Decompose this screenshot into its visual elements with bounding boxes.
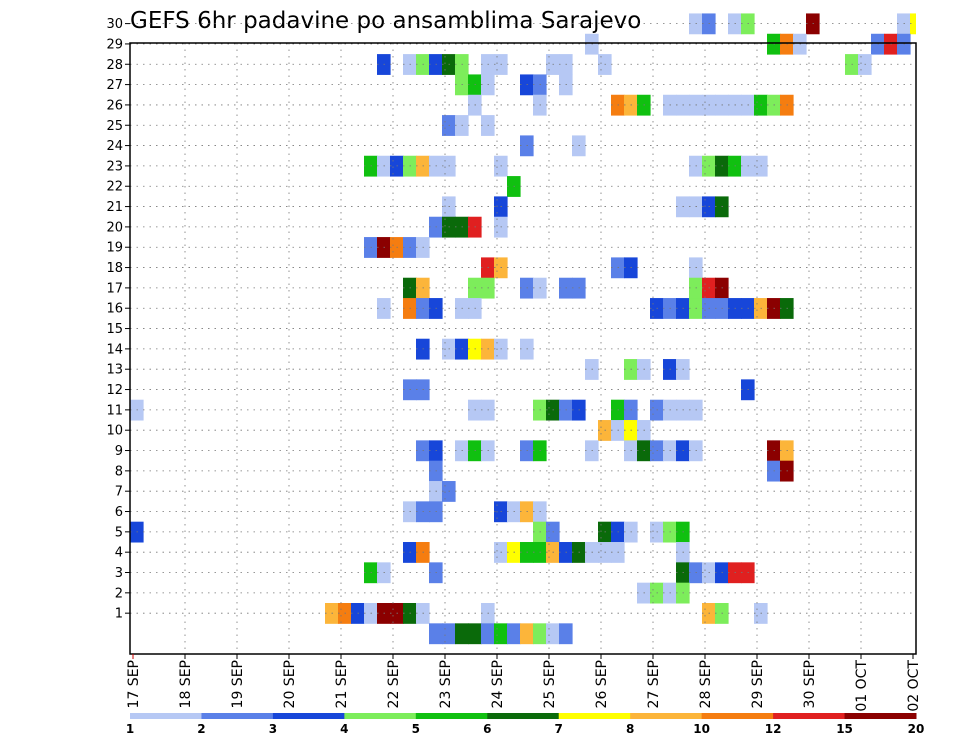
- y-tick-label: 17: [106, 281, 123, 296]
- colorbar-label: 6: [483, 722, 491, 736]
- colorbar: 1 2 3 4 5 6 7 8 10 12 15 20: [126, 713, 925, 736]
- x-tick-label: 30 SEP: [802, 660, 818, 708]
- x-tick-label: 26 SEP: [594, 660, 610, 708]
- y-tick-label: 27: [106, 78, 123, 93]
- colorbar-label: 3: [269, 722, 277, 736]
- y-tick-label: 16: [106, 302, 123, 317]
- colorbar-swatch: [630, 713, 703, 719]
- heatmap-cell: [455, 623, 469, 645]
- y-tick-label: 23: [106, 159, 123, 174]
- y-tick-label: 19: [106, 241, 123, 256]
- x-tick-label: 01 OCT: [854, 660, 870, 712]
- y-tick-label: 15: [106, 322, 123, 337]
- colorbar-label: 20: [908, 722, 925, 736]
- y-tick-label: 29: [106, 37, 123, 52]
- y-tick-label: 5: [115, 525, 123, 540]
- colorbar-swatch: [844, 713, 917, 719]
- colorbar-swatch: [487, 713, 560, 719]
- colorbar-label: 5: [412, 722, 420, 736]
- y-tick-label: 11: [106, 403, 123, 418]
- heatmap-cell: [533, 623, 547, 645]
- y-tick-label: 6: [115, 505, 123, 520]
- colorbar-swatch: [201, 713, 274, 719]
- colorbar-label: 10: [693, 722, 710, 736]
- x-tick-label: 27 SEP: [646, 660, 662, 708]
- colorbar-swatch: [773, 713, 846, 719]
- y-tick-label: 2: [115, 586, 123, 601]
- colorbar-label: 12: [765, 722, 782, 736]
- heatmap-cells: [130, 13, 916, 645]
- colorbar-swatch: [701, 713, 774, 719]
- y-tick-label: 14: [106, 342, 123, 357]
- y-tick-label: 7: [115, 485, 123, 500]
- colorbar-swatch: [130, 713, 202, 719]
- y-tick-label: 26: [106, 98, 123, 113]
- y-tick-label: 25: [106, 119, 123, 134]
- heatmap-cell: [559, 623, 573, 645]
- y-tick-label: 3: [115, 566, 123, 581]
- y-tick-label: 20: [106, 220, 123, 235]
- heatmap-cell: [442, 623, 456, 645]
- colorbar-label: 15: [836, 722, 853, 736]
- heatmap-cell: [507, 623, 521, 645]
- y-tick-label: 22: [106, 180, 123, 195]
- heatmap-cell: [494, 623, 508, 645]
- y-tick-label: 9: [115, 444, 123, 459]
- x-tick-label: 02 OCT: [906, 660, 922, 712]
- y-tick-label: 28: [106, 58, 123, 73]
- y-tick-label: 1: [115, 607, 123, 622]
- heatmap-cell: [481, 623, 495, 645]
- x-tick-label: 22 SEP: [386, 660, 402, 708]
- colorbar-label: 8: [626, 722, 634, 736]
- y-tick-label: 4: [115, 546, 123, 561]
- y-tick-label: 24: [106, 139, 123, 154]
- y-tick-label: 12: [106, 383, 123, 398]
- colorbar-swatch: [415, 713, 488, 719]
- x-tick-label: 21 SEP: [334, 660, 350, 708]
- heatmap-cell: [468, 623, 482, 645]
- y-tick-label: 21: [106, 200, 123, 215]
- colorbar-label: 1: [126, 722, 134, 736]
- colorbar-label: 7: [555, 722, 563, 736]
- heatmap-cell: [429, 623, 443, 645]
- x-tick-label: 18 SEP: [178, 660, 194, 708]
- x-tick-label: 25 SEP: [542, 660, 558, 708]
- y-tick-label: 8: [115, 464, 123, 479]
- x-tick-label: 29 SEP: [750, 660, 766, 708]
- colorbar-label: 2: [197, 722, 205, 736]
- x-tick-label: 19 SEP: [230, 660, 246, 708]
- heatmap-cell: [910, 13, 916, 35]
- y-tick-label: 18: [106, 261, 123, 276]
- y-tick-label: 13: [106, 363, 123, 378]
- colorbar-swatch: [558, 713, 631, 719]
- heatmap-cell: [520, 623, 534, 645]
- grid-lines: [130, 23, 916, 654]
- chart-title: GEFS 6hr padavine po ansamblima Sarajevo: [130, 8, 641, 34]
- y-tick-label: 30: [106, 17, 123, 32]
- x-tick-label: 23 SEP: [438, 660, 454, 708]
- x-tick-label: 17 SEP: [126, 660, 142, 708]
- x-axis-ticks: 17 SEP 18 SEP 19 SEP 20 SEP 21 SEP 22 SEP 23 S…: [126, 654, 922, 712]
- colorbar-swatch: [272, 713, 345, 719]
- heatmap-cell: [546, 623, 560, 645]
- x-tick-label: 20 SEP: [282, 660, 298, 708]
- y-tick-label: 10: [106, 424, 123, 439]
- x-tick-label: 24 SEP: [490, 660, 506, 708]
- colorbar-swatch: [344, 713, 417, 719]
- colorbar-label: 4: [340, 722, 348, 736]
- y-axis-ticks: 1234567891011121314151617181920212223242…: [106, 17, 130, 622]
- x-tick-label: 28 SEP: [698, 660, 714, 708]
